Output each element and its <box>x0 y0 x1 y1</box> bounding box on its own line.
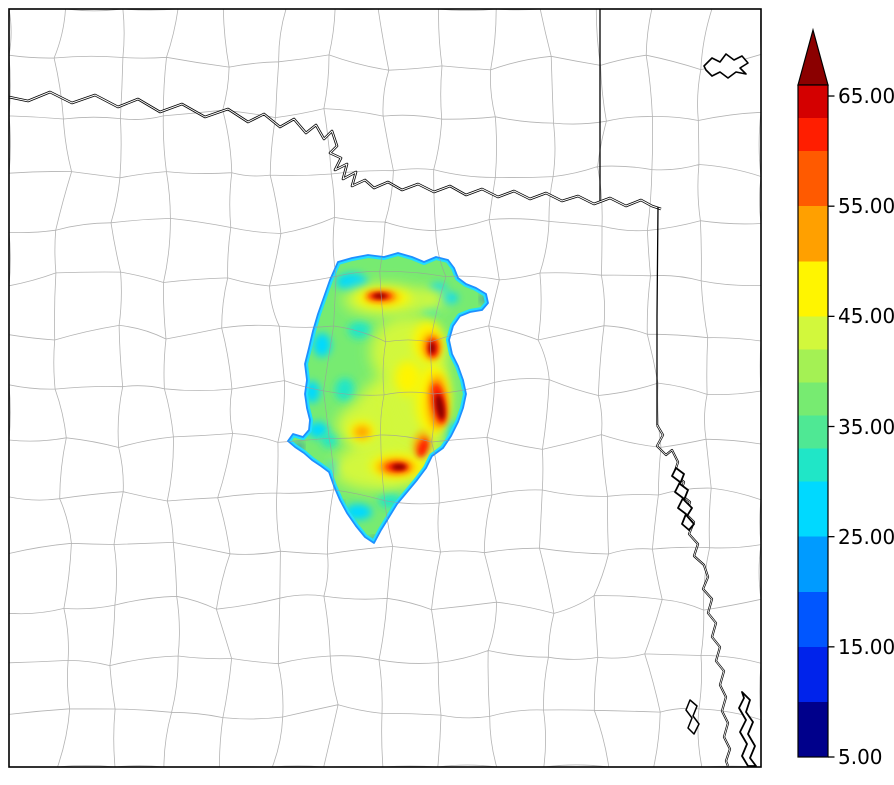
colorbar-ticks <box>828 95 835 758</box>
upper-lake <box>703 53 749 79</box>
colorbar: 65.00 55.00 45.00 35.00 25.00 15.00 5.00 <box>797 27 894 769</box>
colorbar-tick-label: 55.00 <box>838 194 894 218</box>
colorbar-tick-label: 25.00 <box>838 525 894 549</box>
county-lines-over-field <box>288 253 488 543</box>
colorbar-tick-label: 5.00 <box>838 745 883 769</box>
colorbar-tick-label: 15.00 <box>838 635 894 659</box>
county-boundaries-overlay <box>288 253 488 543</box>
map-frame-border <box>8 8 762 768</box>
east-state-border <box>656 206 659 425</box>
caddo-lake <box>671 467 695 531</box>
reflectivity-region-edge <box>287 252 489 544</box>
toledo-bend-reservoir <box>738 691 757 767</box>
colorbar-tick-label: 35.00 <box>838 415 894 439</box>
colorbar-bar <box>797 84 829 758</box>
colorbar-tick-label: 65.00 <box>838 84 894 108</box>
state-boundary-layer <box>9 9 757 767</box>
colorbar-tick-label: 45.00 <box>838 304 894 328</box>
small-lake <box>685 699 700 735</box>
